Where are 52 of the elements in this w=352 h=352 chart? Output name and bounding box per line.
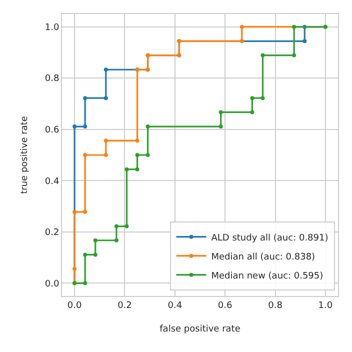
point: [146, 153, 150, 157]
y-tick-label: 0.6: [44, 126, 60, 136]
point: [83, 252, 88, 257]
point: [114, 224, 118, 228]
legend-label: Median all (auc: 0.838): [211, 252, 316, 262]
point: [72, 210, 77, 214]
point: [83, 210, 88, 214]
point: [83, 96, 88, 100]
point: [104, 138, 108, 143]
y-tick-label: 1.0: [44, 22, 60, 33]
point: [83, 124, 88, 129]
point: [146, 124, 150, 129]
point: [218, 110, 223, 114]
x-tick-label: 0.2: [118, 300, 132, 311]
legend-label: ALD study all (auc: 0.891): [211, 233, 328, 244]
point: [292, 53, 296, 58]
point: [93, 252, 98, 257]
point: [72, 266, 77, 271]
legend-label: Median new (auc: 0.595): [211, 271, 324, 282]
point: [260, 53, 265, 58]
point: [218, 124, 223, 129]
x-tick-label: 1.0: [318, 300, 333, 311]
x-axis-title: false positive rate: [160, 324, 241, 335]
point: [83, 281, 88, 286]
y-tick-label: 0.2: [44, 228, 60, 238]
point: [240, 39, 244, 44]
point: [124, 224, 129, 228]
point: [250, 110, 254, 114]
y-tick-label: 0.0: [44, 279, 60, 290]
x-tick-label: 0.8: [268, 300, 283, 311]
point: [104, 68, 108, 72]
point: [292, 24, 296, 29]
point: [135, 167, 140, 172]
point: [83, 153, 88, 157]
point: [250, 96, 254, 100]
point: [124, 167, 129, 172]
point: [72, 124, 77, 129]
point: [240, 24, 244, 29]
point: [302, 39, 307, 44]
point: [114, 238, 118, 242]
point: [93, 238, 98, 242]
y-tick-label: 0.4: [44, 176, 60, 187]
point: [104, 96, 108, 100]
x-tick-label: 0.4: [168, 300, 182, 311]
point: [104, 153, 108, 157]
y-tick-label: 0.8: [44, 74, 60, 84]
point: [135, 138, 140, 143]
x-tick-label: 0.0: [67, 300, 82, 311]
point: [135, 153, 140, 157]
x-tick-label: 0.6: [218, 300, 233, 311]
y-axis-title: true positive rate: [20, 116, 30, 194]
point: [260, 96, 265, 100]
